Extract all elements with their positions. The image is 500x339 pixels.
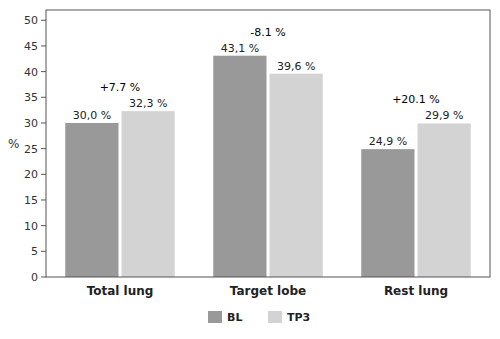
legend-label: BL <box>227 311 242 324</box>
y-tick-label: 0 <box>31 271 38 284</box>
data-label: 43,1 % <box>221 42 259 55</box>
x-tick-label: Total lung <box>87 284 154 298</box>
y-tick-label: 45 <box>24 40 38 53</box>
y-tick-label: 20 <box>24 168 38 181</box>
y-tick-label: 25 <box>24 143 38 156</box>
y-tick <box>41 174 46 175</box>
legend-swatch <box>208 311 222 323</box>
chart: 0 5 10 15 20 25 30 35 40 45 50% 30,0 % 32,3 % +7.7 % 4… <box>0 0 500 339</box>
annotation: +7.7 % <box>100 81 141 94</box>
annotation: -8.1 % <box>250 26 285 39</box>
y-tick <box>41 20 46 21</box>
bar <box>361 149 414 277</box>
annotation: +20.1 % <box>392 93 440 106</box>
y-tick-label: 10 <box>24 220 38 233</box>
y-axis-label: % <box>8 137 19 151</box>
bar <box>270 74 323 277</box>
y-tick-label: 40 <box>24 66 38 79</box>
data-label: 32,3 % <box>129 97 167 110</box>
y-tick <box>41 71 46 72</box>
data-label: 30,0 % <box>73 109 111 122</box>
plot-frame <box>46 10 490 277</box>
y-tick-label: 35 <box>24 91 38 104</box>
y-tick-label: 50 <box>24 14 38 27</box>
legend-swatch <box>268 311 282 323</box>
y-tick <box>41 122 46 123</box>
y-axis: 0 5 10 15 20 25 30 35 40 45 50 <box>24 14 46 284</box>
bar <box>213 56 266 277</box>
data-label: 29,9 % <box>425 109 463 122</box>
bar <box>65 123 118 277</box>
y-tick <box>41 199 46 200</box>
y-tick <box>41 45 46 46</box>
legend-label: TP3 <box>287 311 310 324</box>
data-labels: 30,0 % 32,3 % +7.7 % 43,1 % 39,6 % -8.1 % 24,9… <box>73 26 464 148</box>
legend: BL TP3 <box>208 311 310 324</box>
data-label: 24,9 % <box>369 135 407 148</box>
y-tick-label: 30 <box>24 117 38 130</box>
x-tick-label: Target lobe <box>230 284 306 298</box>
y-tick <box>41 251 46 252</box>
data-label: 39,6 % <box>277 60 315 73</box>
y-tick-label: 15 <box>24 194 38 207</box>
bar <box>122 111 175 277</box>
y-tick <box>41 97 46 98</box>
y-tick <box>41 148 46 149</box>
bar <box>418 123 471 277</box>
bars <box>65 56 470 277</box>
x-tick-label: Rest lung <box>384 284 448 298</box>
y-tick <box>41 225 46 226</box>
y-tick-label: 5 <box>31 245 38 258</box>
y-tick <box>41 277 46 278</box>
